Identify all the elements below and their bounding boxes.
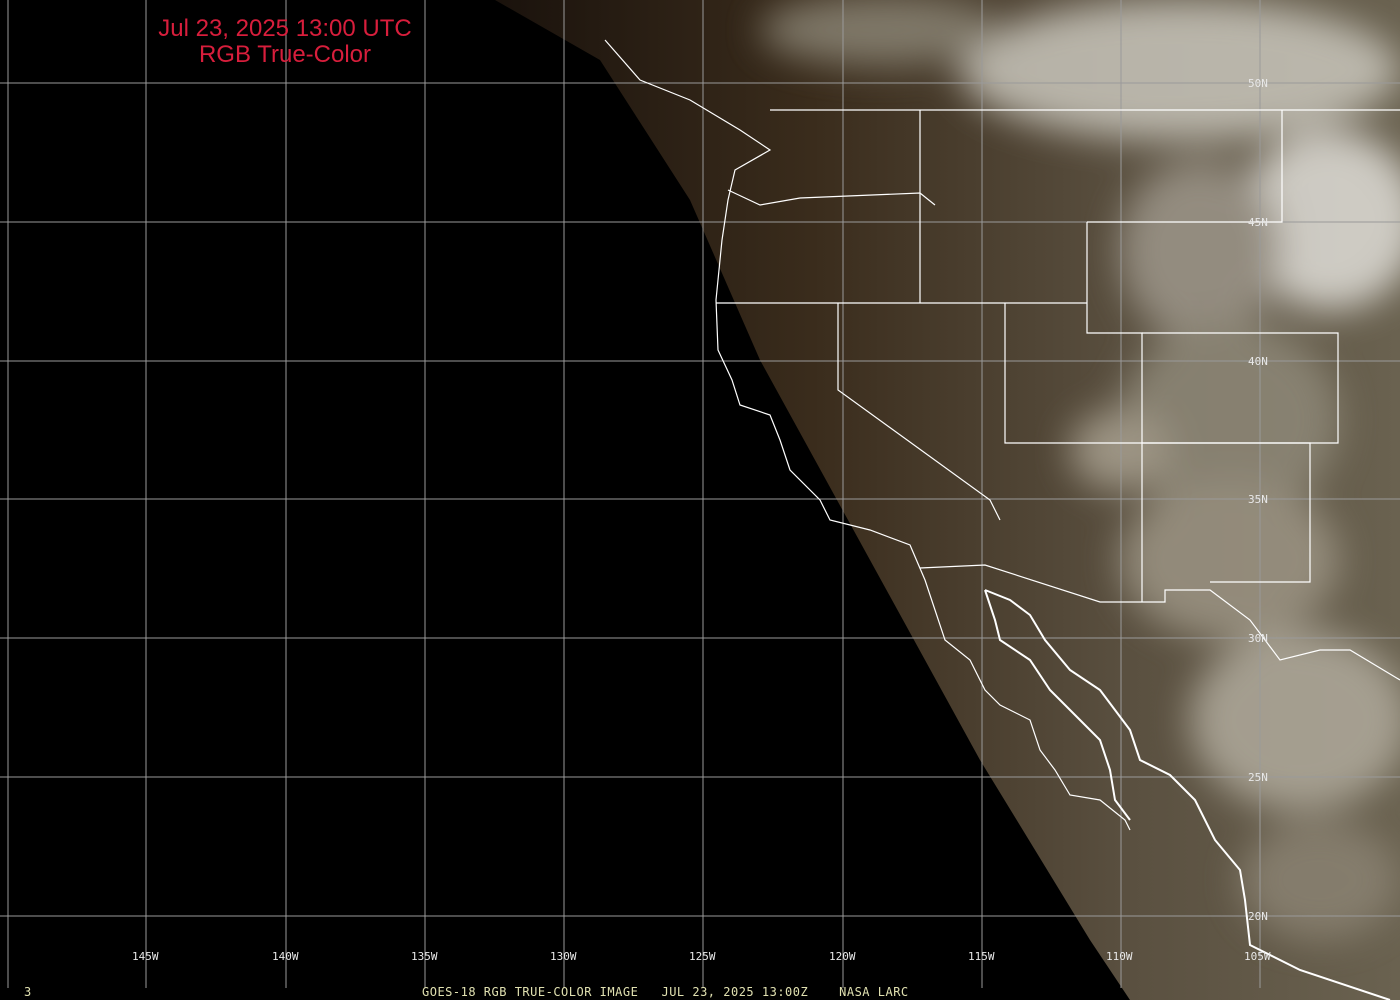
lat-label: 20N bbox=[1248, 910, 1268, 923]
nv-east-border bbox=[1004, 303, 1142, 444]
footer-caption: GOES-18 RGB TRUE-COLOR IMAGE JUL 23, 202… bbox=[422, 985, 909, 999]
lon-label: 130W bbox=[550, 950, 577, 963]
lat-label: 35N bbox=[1248, 493, 1268, 506]
lat-label: 45N bbox=[1248, 216, 1268, 229]
coastlines-and-borders bbox=[604, 39, 1400, 1000]
lon-label: 120W bbox=[829, 950, 856, 963]
wyoming-border bbox=[1087, 110, 1283, 223]
lat-label: 30N bbox=[1248, 632, 1268, 645]
lon-label: 115W bbox=[968, 950, 995, 963]
wa-or-border bbox=[727, 189, 936, 206]
us-mexico-border bbox=[919, 564, 1400, 681]
lat-label: 50N bbox=[1248, 77, 1268, 90]
nm-border bbox=[1142, 442, 1311, 583]
latitude-labels: 50N 45N 40N 35N 30N 25N 20N bbox=[1248, 77, 1268, 923]
lon-label: 110W bbox=[1106, 950, 1133, 963]
mexico-mainland-coast bbox=[984, 589, 1391, 1000]
map-title-date: Jul 23, 2025 13:00 UTC bbox=[158, 15, 412, 42]
lon-label: 125W bbox=[689, 950, 716, 963]
map-title-product: RGB True-Color bbox=[198, 41, 372, 68]
lon-label: 135W bbox=[411, 950, 438, 963]
frame-number: 3 bbox=[24, 985, 32, 999]
pacific-coastline bbox=[604, 39, 1131, 831]
lat-label: 25N bbox=[1248, 771, 1268, 784]
ca-nv-border bbox=[837, 303, 1001, 521]
utah-border bbox=[1086, 222, 1143, 602]
lat-label: 40N bbox=[1248, 355, 1268, 368]
baja-gulf-coast bbox=[984, 589, 1131, 821]
longitude-labels: 145W 140W 135W 130W 125W 120W 115W 110W … bbox=[132, 950, 1271, 963]
lon-label: 105W bbox=[1244, 950, 1271, 963]
lon-label: 140W bbox=[272, 950, 299, 963]
lon-label: 145W bbox=[132, 950, 159, 963]
